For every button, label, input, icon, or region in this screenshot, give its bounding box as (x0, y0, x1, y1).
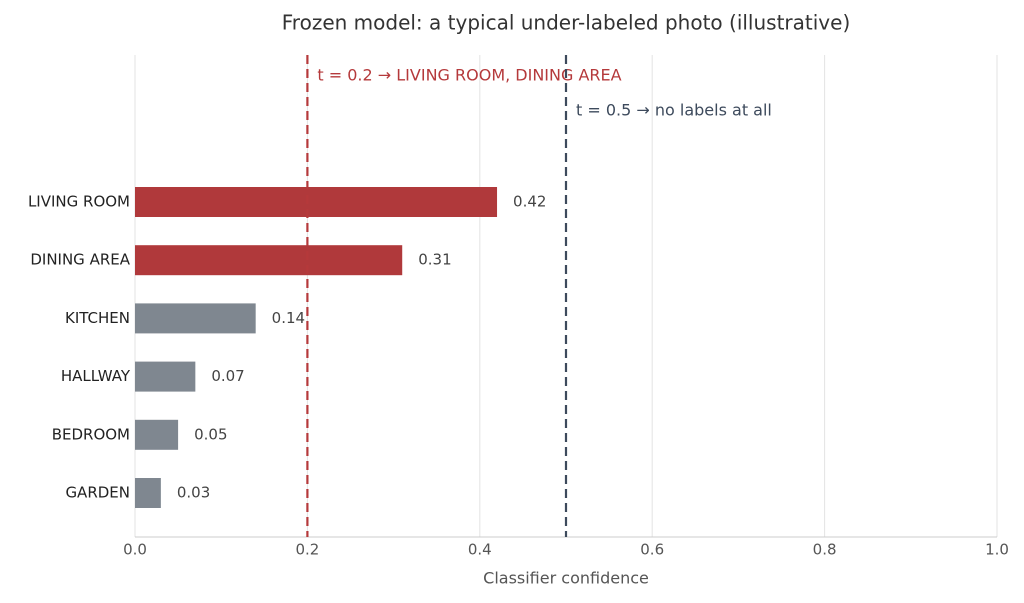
bar (135, 419, 179, 450)
x-tick-label: 0.2 (295, 541, 319, 559)
value-label: 0.14 (272, 309, 305, 327)
y-tick-label: GARDEN (65, 484, 130, 502)
bar (135, 245, 403, 276)
y-tick-label: DINING AREA (30, 251, 130, 269)
x-tick-label: 0.4 (468, 541, 492, 559)
y-tick-label: HALLWAY (61, 367, 131, 385)
value-label: 0.03 (177, 484, 210, 502)
bar (135, 187, 498, 217)
value-label: 0.42 (513, 193, 546, 211)
value-label: 0.05 (194, 425, 227, 443)
x-tick-label: 0.0 (123, 541, 147, 559)
x-tick-label: 0.8 (813, 541, 837, 559)
x-axis-label: Classifier confidence (483, 569, 649, 588)
bar (135, 361, 196, 392)
chart-title: Frozen model: a typical under-labeled ph… (282, 11, 851, 35)
y-tick-label: KITCHEN (65, 309, 130, 327)
value-label: 0.31 (418, 251, 451, 269)
threshold-label: t = 0.5 → no labels at all (576, 101, 772, 120)
bar (135, 303, 256, 334)
x-tick-label: 1.0 (985, 541, 1009, 559)
y-tick-label: LIVING ROOM (28, 193, 130, 211)
threshold-label: t = 0.2 → LIVING ROOM, DINING AREA (317, 66, 621, 85)
x-tick-label: 0.6 (640, 541, 664, 559)
value-label: 0.07 (211, 367, 244, 385)
y-tick-label: BEDROOM (52, 425, 130, 443)
bar (135, 478, 161, 508)
